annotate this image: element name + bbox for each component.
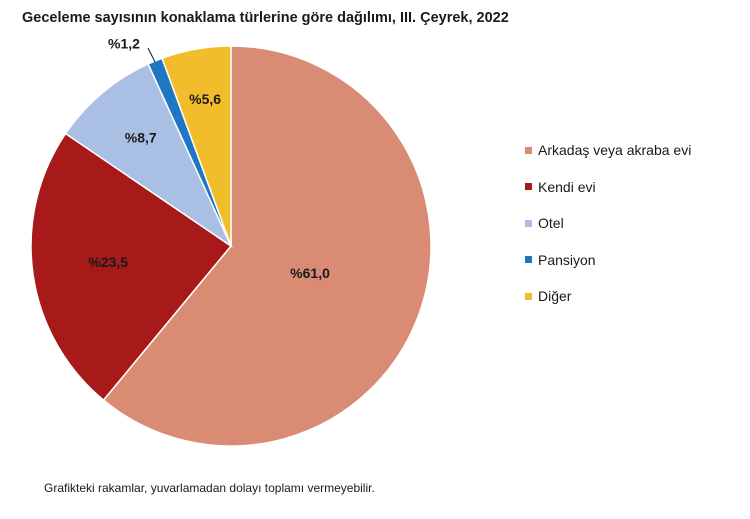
legend-swatch-pansiyon [525, 256, 532, 263]
legend-item-pansiyon: Pansiyon [525, 251, 691, 269]
pie-slice-arkadas-veya-akraba-evi [102, 45, 432, 447]
footnote: Grafikteki rakamlar, yuvarlamadan dolayı… [44, 481, 375, 495]
legend-swatch-arkadas-veya-akraba-evi [525, 146, 532, 154]
legend: Arkadaş veya akraba evi Kendi evi Otel Pans… [525, 141, 691, 324]
legend-swatch-diger [525, 292, 532, 300]
leader-line-pansiyon [147, 47, 156, 63]
legend-item-arkadas-veya-akraba-evi: Arkadaş veya akraba evi [525, 141, 691, 159]
legend-item-otel: Otel [525, 214, 691, 232]
legend-label-kendi-evi: Kendi evi [538, 178, 596, 195]
data-label-pansiyon: %1,2 [108, 36, 140, 52]
legend-label-arkadas-veya-akraba-evi: Arkadaş veya akraba evi [538, 142, 692, 158]
pie-slice-kendi-evi [30, 132, 233, 402]
pie-slice-otel [64, 62, 233, 249]
legend-item-diger: Diğer [525, 287, 691, 305]
data-label-diger: %5,6 [189, 91, 221, 107]
legend-label-pansiyon: Pansiyon [538, 251, 596, 268]
data-label-otel: %8,7 [125, 130, 157, 146]
data-label-kendi-evi: %23,5 [88, 254, 128, 270]
legend-label-diger: Diğer [538, 288, 572, 304]
legend-swatch-kendi-evi [525, 183, 532, 190]
legend-swatch-otel [525, 219, 532, 227]
data-label-arkadas-veya-akraba-evi: %61,0 [290, 265, 330, 281]
pie-slice-diger [161, 45, 232, 247]
chart-title: Geceleme sayısının konaklama türlerine g… [22, 10, 509, 26]
legend-item-kendi-evi: Kendi evi [525, 178, 691, 196]
legend-label-otel: Otel [538, 215, 564, 231]
